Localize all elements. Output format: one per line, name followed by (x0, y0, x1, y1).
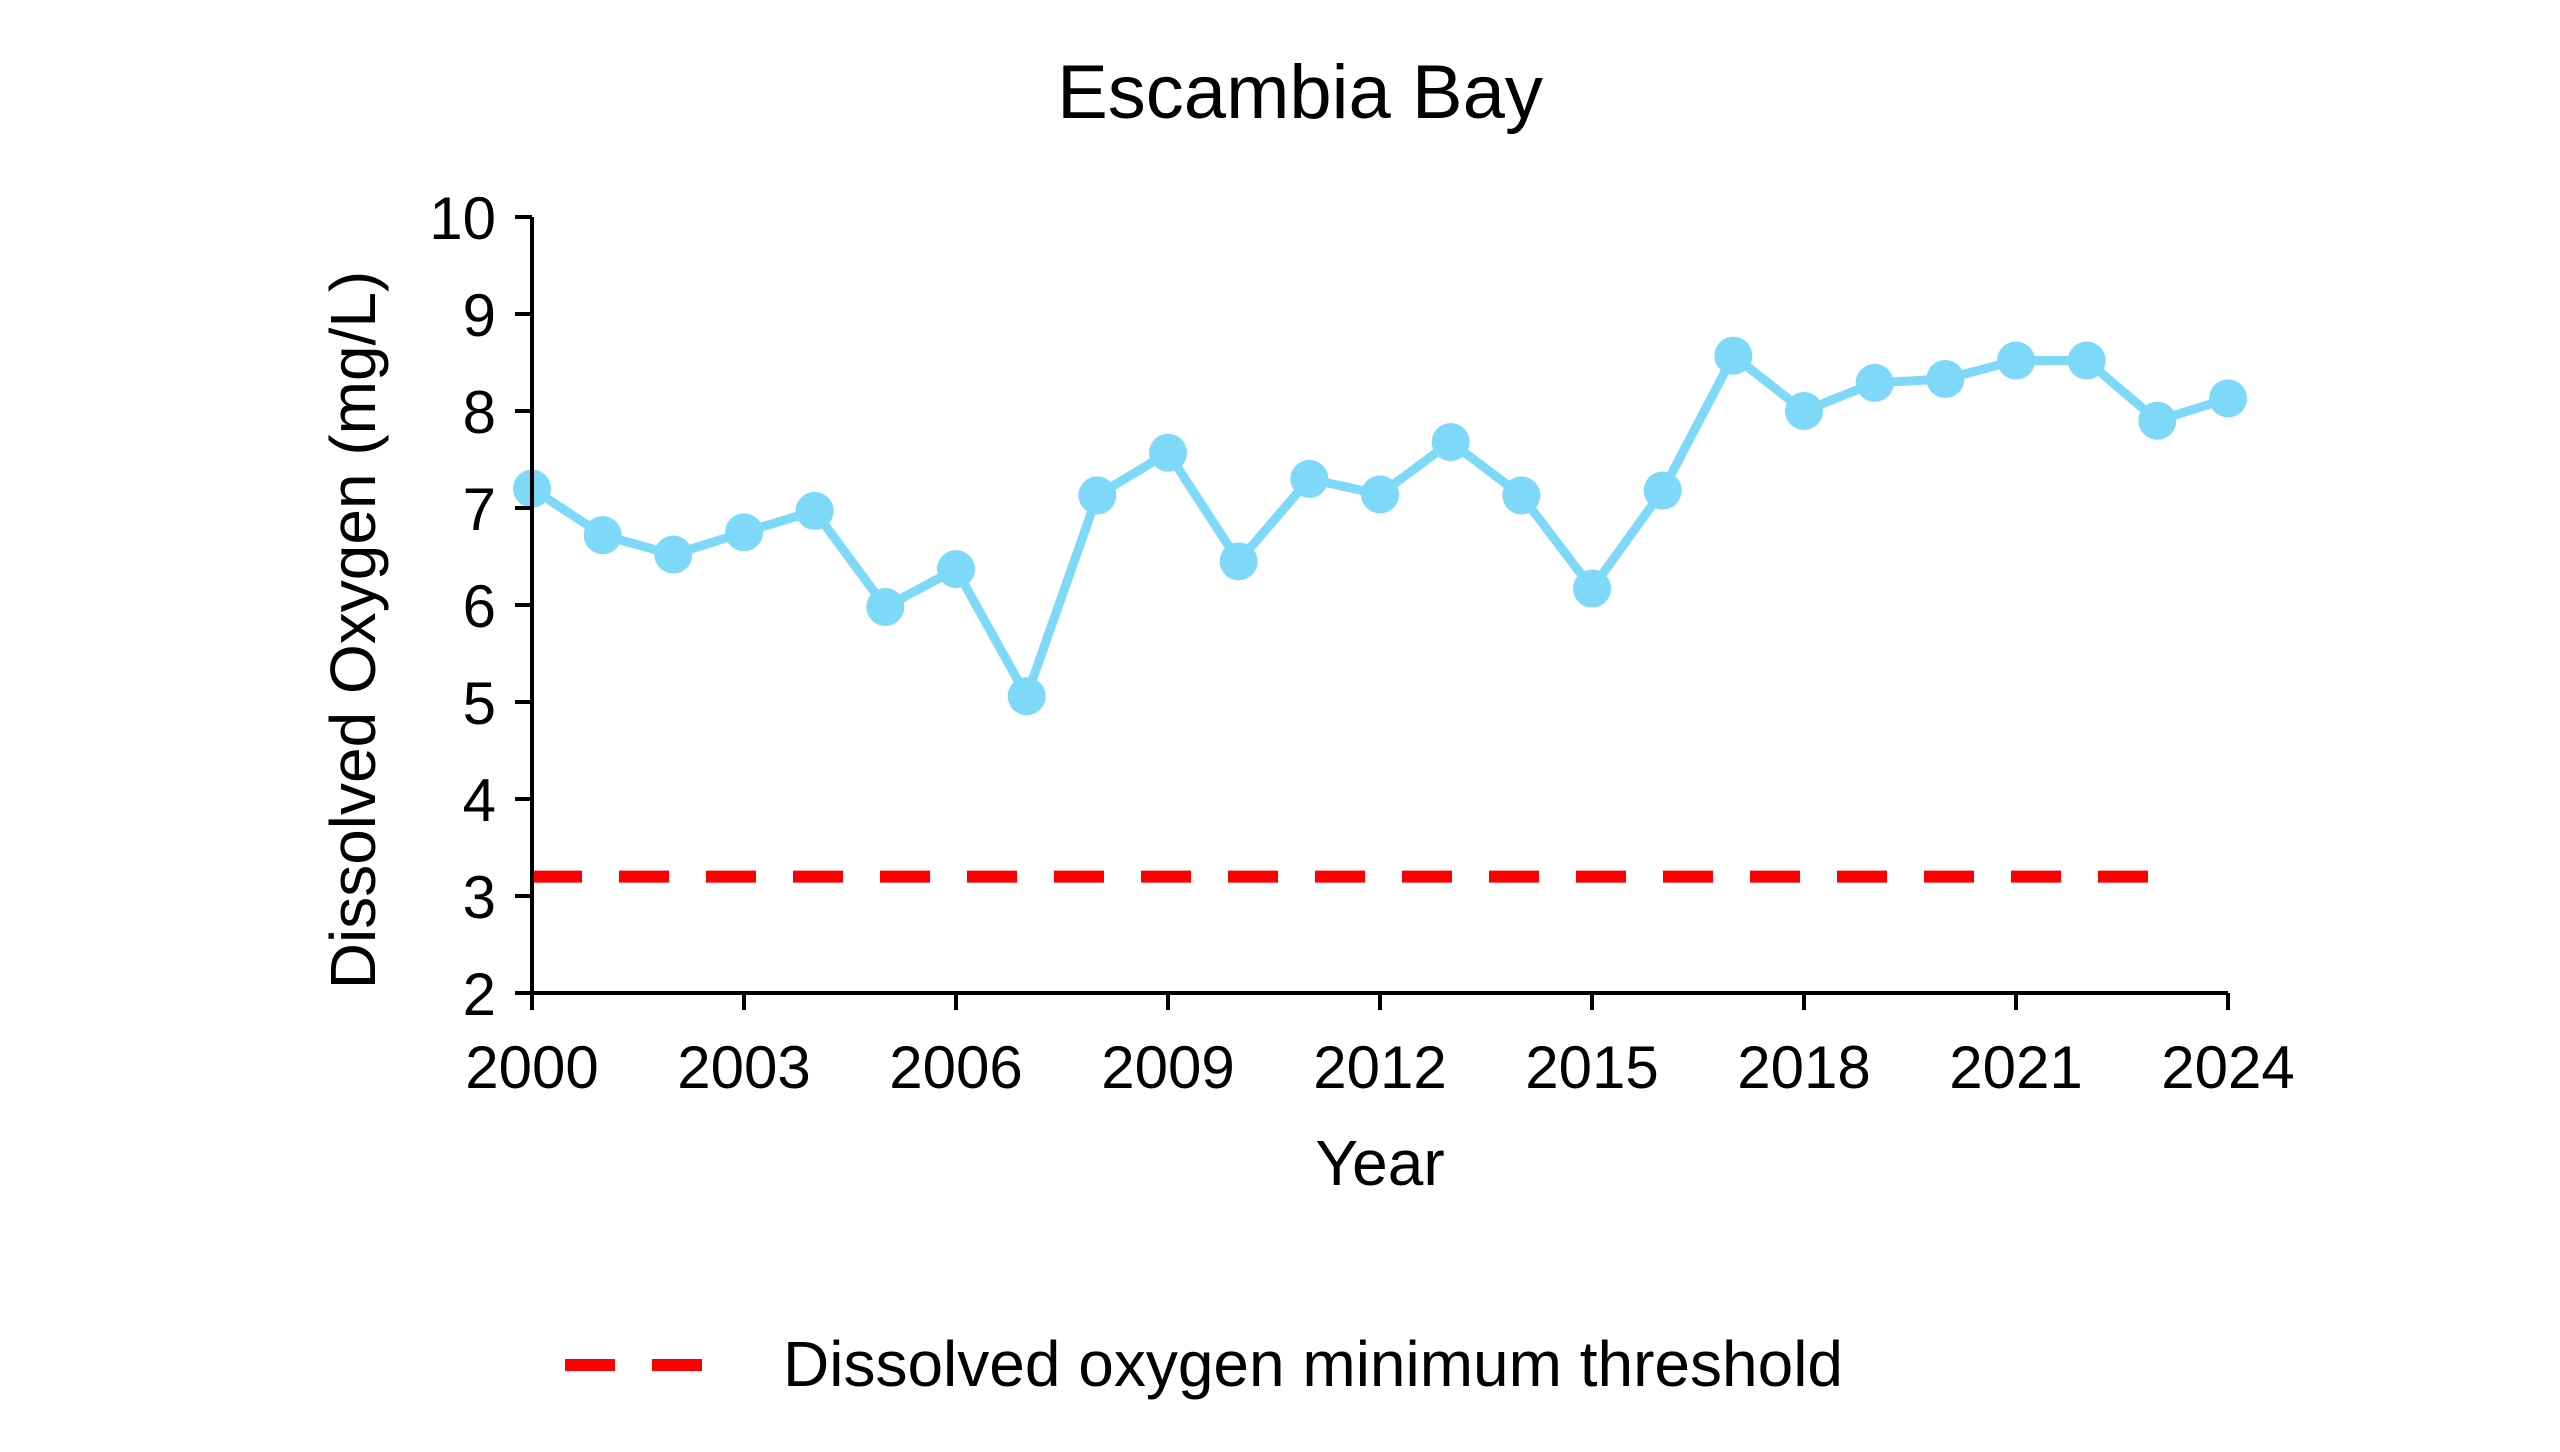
data-point (654, 535, 693, 574)
series-layer (513, 336, 2247, 716)
y-tick-label: 6 (463, 573, 496, 640)
x-tick-label: 2006 (889, 1034, 1022, 1101)
y-tick-label: 4 (463, 767, 496, 834)
data-point (866, 587, 905, 626)
data-point (937, 550, 975, 589)
y-tick-label: 5 (463, 670, 496, 737)
y-axis-label: Dissolved Oxygen (mg/L) (317, 271, 389, 989)
series-line (527, 351, 2233, 701)
data-point (1219, 542, 1258, 581)
legend: Dissolved oxygen minimum threshold (565, 1328, 1843, 1400)
y-tick-label: 7 (463, 476, 496, 543)
x-tick-label: 2024 (2161, 1034, 2294, 1101)
data-point (1997, 341, 2035, 380)
data-point (583, 516, 622, 555)
y-tick-label: 9 (463, 282, 496, 349)
x-tick-label: 2021 (1949, 1034, 2082, 1101)
chart-title: Escambia Bay (1057, 50, 1543, 135)
data-point (1361, 475, 1399, 514)
y-tick-label: 2 (463, 961, 496, 1028)
data-point (2067, 341, 2106, 380)
y-tick-label: 3 (463, 864, 496, 931)
x-tick-label: 2015 (1525, 1034, 1658, 1101)
x-axis-label: Year (1315, 1127, 1444, 1199)
data-point (1007, 677, 1046, 716)
data-point (1785, 392, 1823, 430)
data-point (1502, 476, 1541, 515)
data-point (1431, 423, 1470, 462)
data-point (1290, 459, 1329, 498)
data-point (1149, 433, 1187, 472)
data-point (725, 513, 763, 552)
data-point (2209, 379, 2247, 418)
x-tick-label: 2000 (465, 1034, 598, 1101)
y-tick-label: 8 (463, 379, 496, 446)
data-point (1078, 476, 1117, 515)
legend-threshold-label: Dissolved oxygen minimum threshold (783, 1328, 1843, 1400)
data-point (795, 491, 834, 530)
x-tick-label: 2003 (677, 1034, 810, 1101)
data-point (1926, 359, 1965, 398)
data-point (1714, 336, 1753, 375)
x-tick-label: 2009 (1101, 1034, 1234, 1101)
data-point (1643, 471, 1682, 510)
y-tick-label: 10 (429, 185, 496, 252)
data-point (1855, 363, 1894, 402)
data-point (1573, 569, 1611, 608)
x-axis-ticks: 2000 2003 2006 2009 2012 2015 2018 2021 2024 (465, 993, 2295, 1101)
x-tick-label: 2018 (1737, 1034, 1870, 1101)
x-tick-label: 2012 (1313, 1034, 1446, 1101)
data-point (2138, 401, 2177, 440)
y-axis-ticks: 2 3 4 5 6 7 8 9 10 (429, 185, 532, 1028)
